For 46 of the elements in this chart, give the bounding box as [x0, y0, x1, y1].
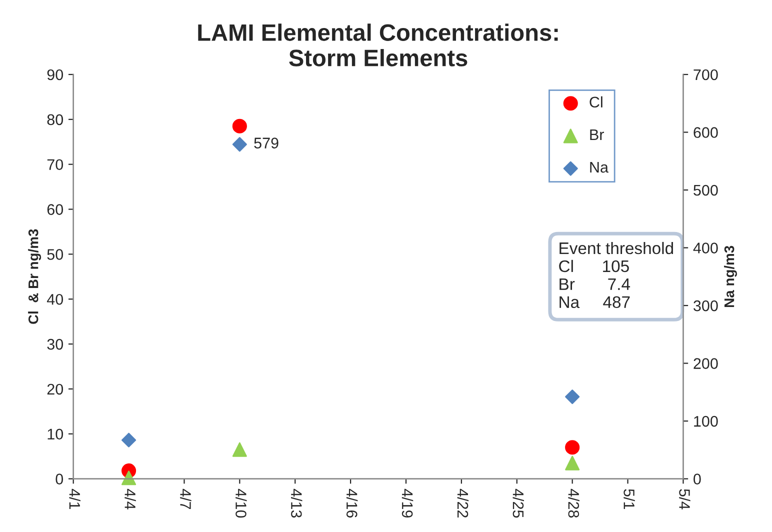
point [565, 456, 580, 470]
point [565, 389, 580, 404]
legend-label: Na [590, 162, 608, 173]
x-tick-label: 4/16 [346, 488, 358, 518]
data-label: 579 [254, 138, 278, 148]
point [232, 137, 247, 152]
y2-tick-label: 300 [694, 300, 718, 312]
x-tick-label: 5/1 [624, 489, 635, 510]
legend-label: Cl [590, 96, 602, 108]
x-tick-label: 4/10 [236, 488, 247, 518]
y-tick-label: 40 [46, 294, 64, 305]
y2-tick-label: 500 [694, 184, 718, 196]
y2-tick-label: 100 [694, 416, 718, 427]
x-tick-label: 4/4 [124, 488, 136, 510]
x-tick-label: 4/22 [457, 488, 469, 518]
x-tick-label: 5/4 [679, 489, 690, 510]
annotation: Event threshold Cl 105 Br 7.4 Na 487 [559, 242, 674, 308]
point [122, 470, 136, 486]
x-tick-label: 4/19 [402, 488, 414, 518]
y2-tick-label: 0 [694, 474, 701, 484]
y-tick-label: 90 [47, 69, 64, 80]
y2-tick-label: 200 [694, 358, 718, 369]
point [122, 432, 136, 448]
x-tick-label: 4/13 [291, 488, 302, 518]
x-tick-label: 4/28 [568, 488, 580, 518]
y-axis-title: Cl & Br ng/m3 [28, 229, 42, 324]
y-tick-label: 70 [47, 159, 64, 170]
point [232, 442, 247, 457]
point [232, 118, 247, 134]
legend-label: Br [590, 129, 604, 140]
y2-tick-label: 600 [694, 127, 718, 138]
y-tick-label: 20 [47, 384, 64, 395]
y2-tick-label: 400 [693, 242, 718, 254]
x-tick-label: 4/1 [69, 488, 80, 510]
chart-title: LAMI Elemental Concentrations: Storm Elements [198, 24, 558, 66]
y-tick-label: 60 [47, 204, 64, 215]
point [565, 440, 580, 455]
y-tick-label: 10 [48, 428, 64, 440]
y-tick-label: 50 [47, 249, 64, 260]
y-tick-label: 80 [47, 114, 64, 126]
x-tick-label: 4/25 [512, 488, 524, 518]
y2-axis-title: Na ng/m3 [724, 246, 737, 307]
y-tick-label: 30 [47, 338, 64, 350]
x-tick-label: 4/7 [180, 488, 192, 509]
y-tick-label: 0 [56, 474, 64, 484]
y2-tick-label: 700 [694, 69, 718, 80]
